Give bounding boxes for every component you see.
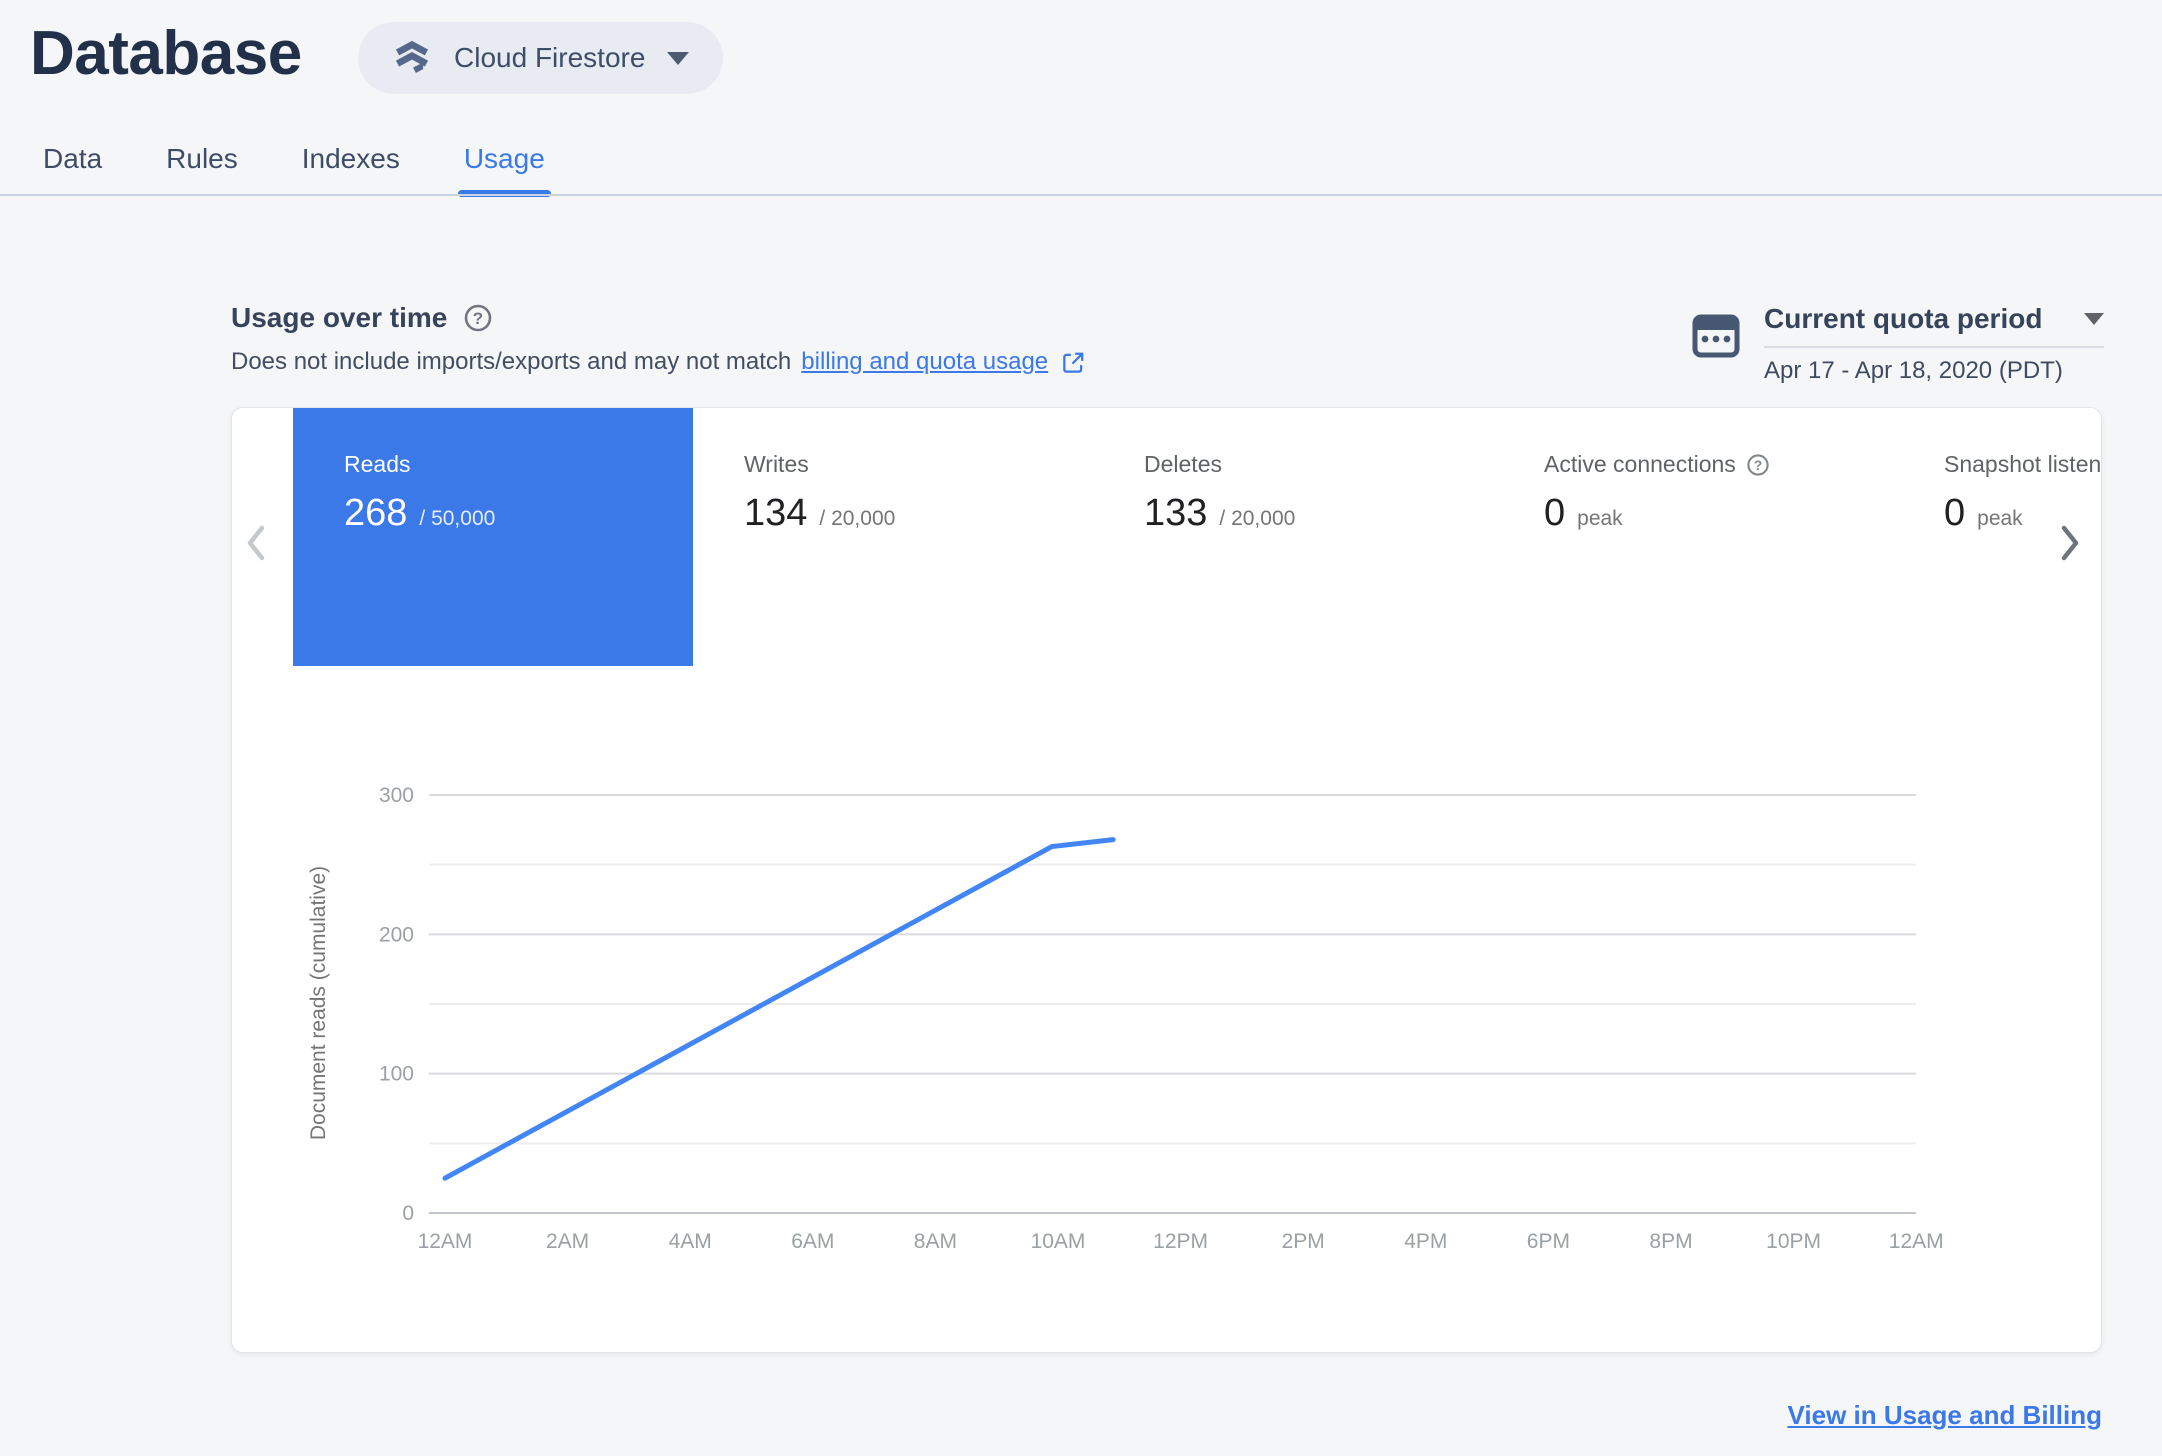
help-icon[interactable]: ?	[1746, 453, 1770, 477]
section-subtitle: Does not include imports/exports and may…	[231, 348, 1086, 376]
metric-label: Deletes	[1144, 451, 1222, 477]
quota-period-label: Current quota period	[1764, 303, 2043, 334]
chevron-down-icon	[2084, 313, 2104, 325]
help-icon[interactable]: ?	[463, 303, 493, 333]
tab-bar: Data Rules Indexes Usage	[43, 142, 551, 197]
view-usage-billing-link[interactable]: View in Usage and Billing	[1787, 1400, 2102, 1430]
section-title: Usage over time	[231, 302, 448, 333]
svg-text:6PM: 6PM	[1527, 1230, 1570, 1253]
metric-tab-writes[interactable]: Writes 134 / 20,000	[693, 408, 1093, 666]
firestore-icon	[392, 38, 432, 78]
metric-tab-snapshot-listeners[interactable]: Snapshot listeners 0 peak	[1893, 408, 2102, 666]
metric-denominator: peak	[1577, 507, 1623, 530]
external-link-icon	[1060, 350, 1086, 376]
metric-label: Reads	[344, 451, 411, 477]
svg-text:6AM: 6AM	[791, 1230, 834, 1253]
svg-text:8PM: 8PM	[1649, 1230, 1692, 1253]
svg-text:12PM: 12PM	[1153, 1230, 1208, 1253]
metric-value: 0	[1544, 492, 1566, 534]
metric-value: 268	[344, 492, 408, 534]
svg-text:12AM: 12AM	[1889, 1230, 1944, 1253]
header-divider	[0, 194, 2162, 196]
product-selector[interactable]: Cloud Firestore	[358, 22, 724, 94]
chevron-left-icon	[244, 525, 268, 569]
active-tab-indicator	[457, 190, 551, 197]
metric-tab-reads[interactable]: Reads 268 / 50,000	[293, 408, 693, 666]
chevron-down-icon	[667, 51, 690, 65]
svg-text:4AM: 4AM	[669, 1230, 712, 1253]
quota-period-select[interactable]: Current quota period	[1764, 303, 2104, 348]
svg-text:2PM: 2PM	[1282, 1230, 1325, 1253]
metric-value: 134	[744, 492, 808, 534]
svg-text:2AM: 2AM	[546, 1230, 589, 1253]
calendar-icon	[1690, 308, 1742, 365]
tab-indexes[interactable]: Indexes	[301, 143, 400, 174]
chevron-right-icon	[2058, 525, 2082, 569]
tab-rules[interactable]: Rules	[166, 143, 238, 174]
metric-label: Writes	[744, 451, 809, 477]
metric-value: 0	[1944, 492, 1966, 534]
metric-denominator: peak	[1977, 507, 2023, 530]
svg-text:300: 300	[379, 784, 414, 807]
carousel-next-button[interactable]	[2058, 520, 2082, 569]
metric-tab-deletes[interactable]: Deletes 133 / 20,000	[1093, 408, 1493, 666]
svg-text:?: ?	[1754, 457, 1762, 472]
svg-text:200: 200	[379, 923, 414, 946]
svg-text:8AM: 8AM	[914, 1230, 957, 1253]
svg-text:4PM: 4PM	[1404, 1230, 1447, 1253]
metric-value: 133	[1144, 492, 1208, 534]
metric-denominator: / 20,000	[1219, 507, 1296, 530]
svg-text:?: ?	[473, 309, 483, 328]
usage-card: 0 100 200 300 12AM 2AM 4AM 6AM 8AM 10AM 12PM 2PM 4PM…	[231, 407, 2102, 1353]
metric-tab-active-connections[interactable]: Active connections? 0 peak	[1493, 408, 1893, 666]
y-axis-title: Document reads (cumulative)	[307, 865, 330, 1141]
quota-period-range: Apr 17 - Apr 18, 2020 (PDT)	[1764, 357, 2063, 384]
tab-usage[interactable]: Usage	[457, 142, 551, 197]
carousel-prev-button[interactable]	[244, 520, 268, 569]
product-selector-label: Cloud Firestore	[454, 42, 646, 73]
billing-quota-link[interactable]: billing and quota usage	[801, 348, 1049, 375]
metric-label: Snapshot listeners	[1944, 451, 2102, 477]
svg-text:100: 100	[379, 1063, 414, 1086]
svg-text:12AM: 12AM	[418, 1230, 473, 1253]
metric-denominator: / 20,000	[819, 507, 896, 530]
metric-denominator: / 50,000	[419, 507, 496, 530]
svg-text:10AM: 10AM	[1031, 1230, 1086, 1253]
metric-label: Active connections	[1544, 451, 1736, 477]
page-title: Database	[30, 19, 302, 88]
svg-text:10PM: 10PM	[1766, 1230, 1821, 1253]
tab-data[interactable]: Data	[43, 143, 103, 174]
svg-text:0: 0	[402, 1202, 414, 1225]
